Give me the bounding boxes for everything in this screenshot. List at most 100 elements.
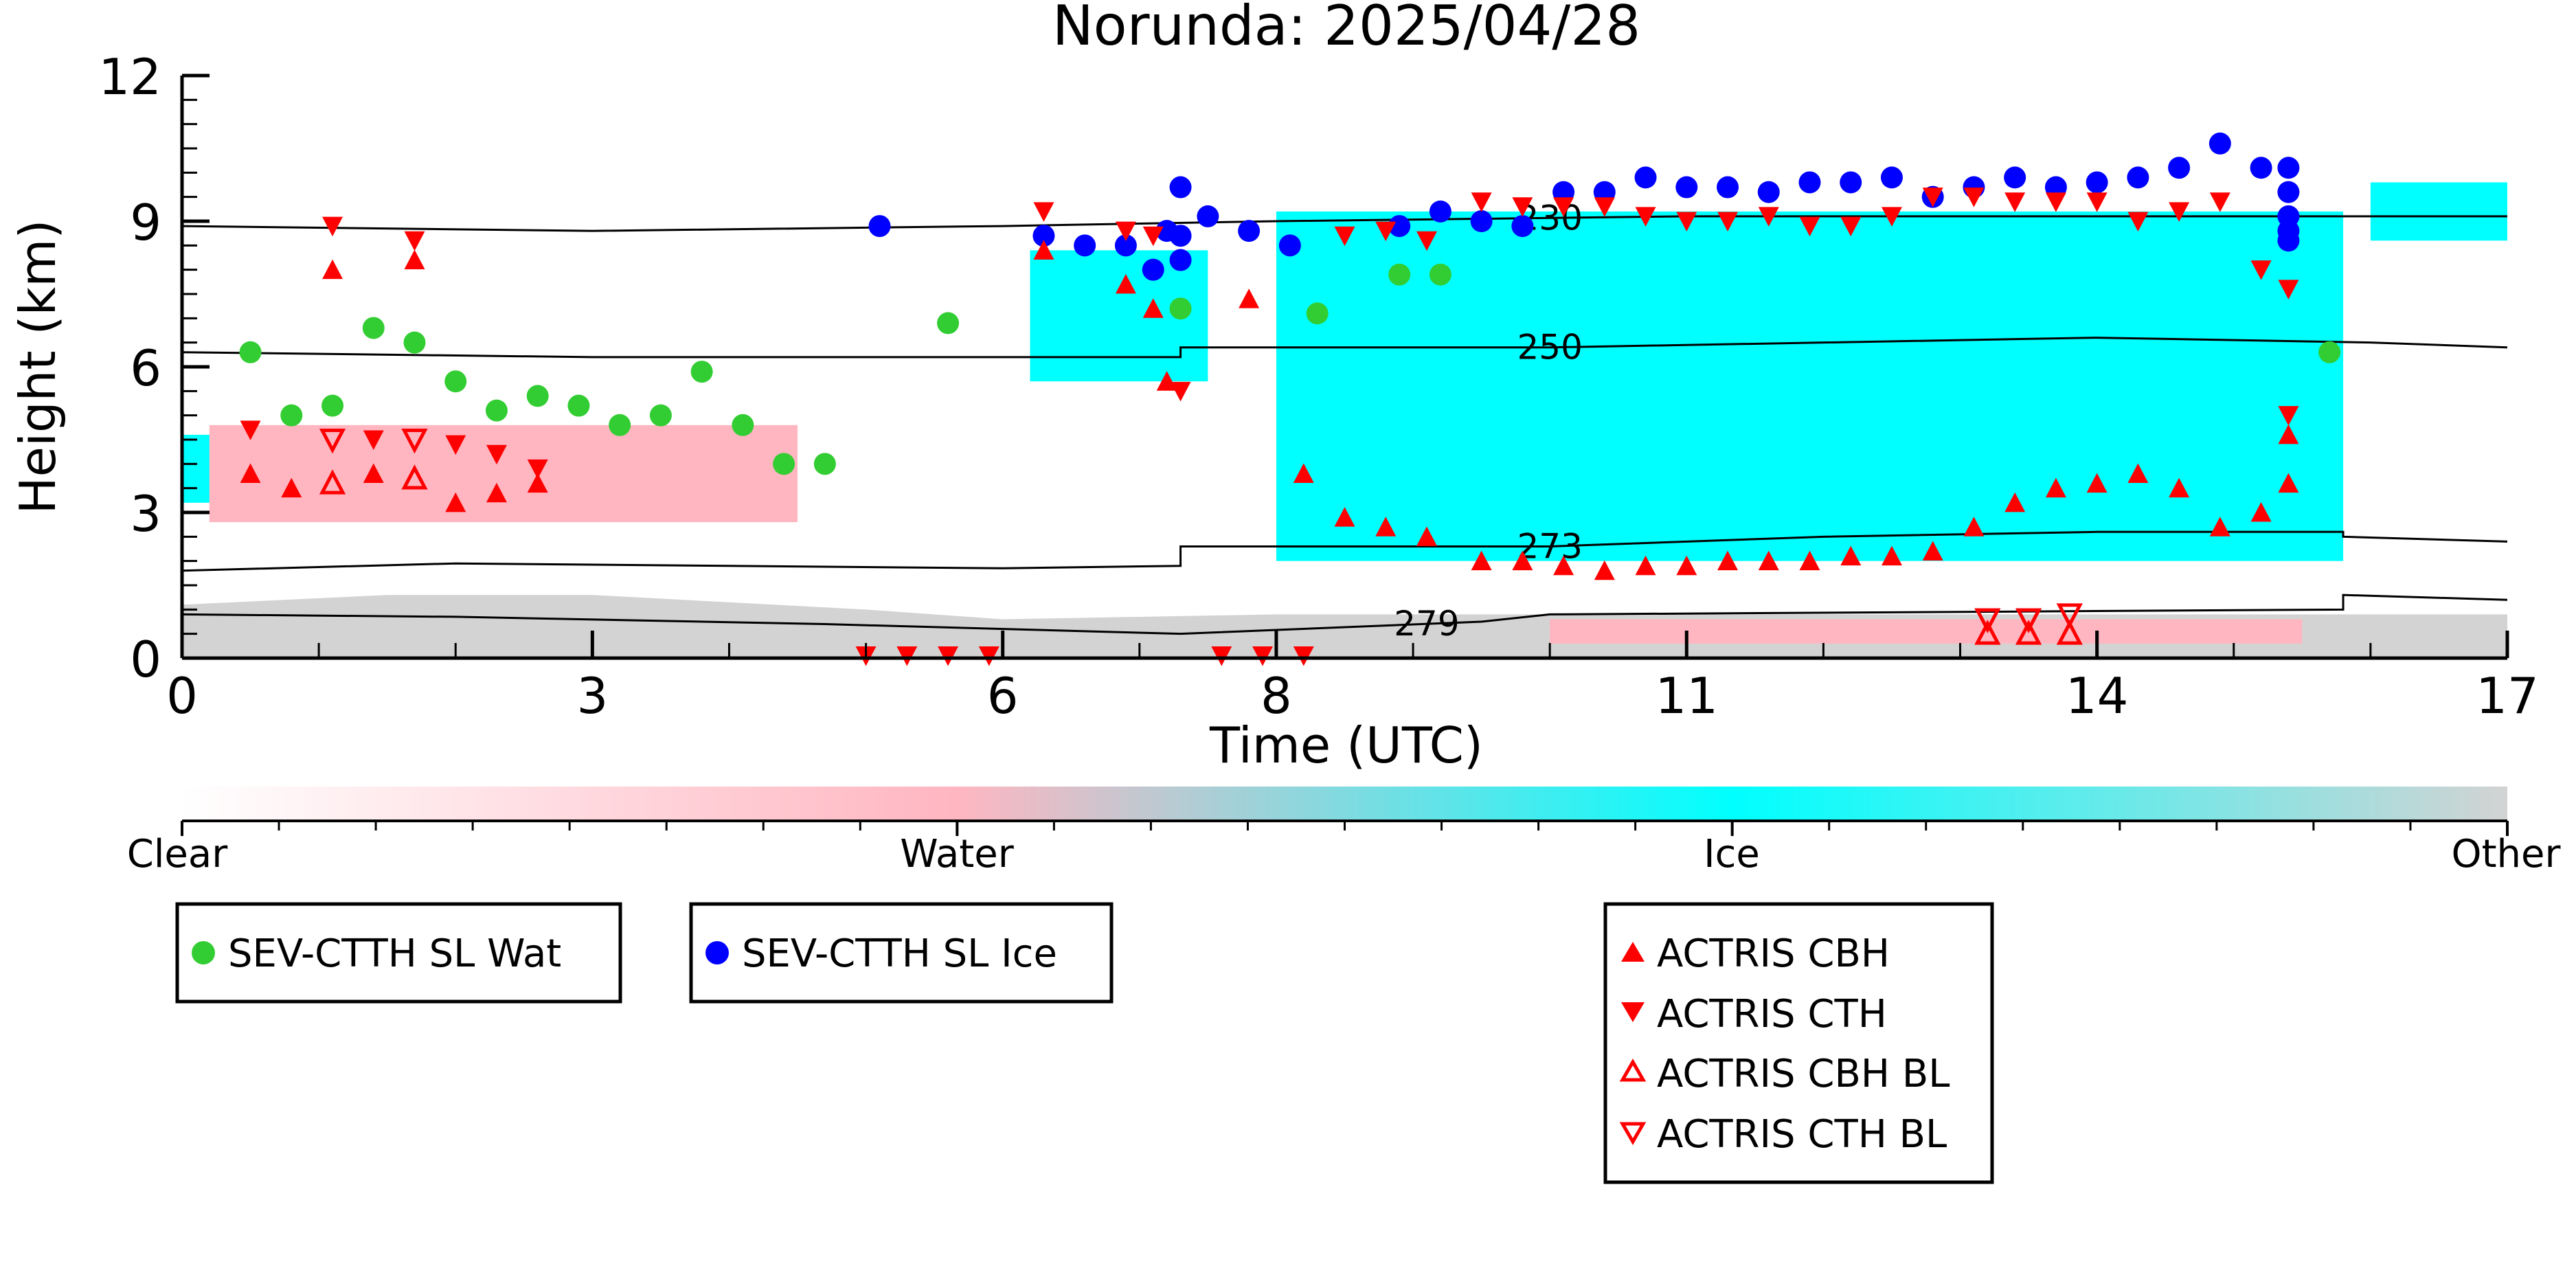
classification-background <box>182 182 2507 658</box>
x-tick-label: 3 <box>576 667 608 725</box>
point-sev-ctth-sl-wat <box>567 394 590 417</box>
point-actris-cbh <box>1553 555 1574 576</box>
point-actris-cbh <box>240 463 261 483</box>
point-actris-cth <box>1170 381 1191 402</box>
point-actris-cth <box>2278 406 2299 426</box>
point-sev-ctth-sl-ice <box>1197 205 1219 227</box>
point-actris-cbh <box>1334 507 1355 527</box>
isotherm-label-250: 250 <box>1517 328 1582 368</box>
point-sev-ctth-sl-ice <box>1511 215 1534 238</box>
isotherm-label-273: 273 <box>1517 526 1582 566</box>
legend-label-cbh-bl: ACTRIS CBH BL <box>1657 1052 1950 1096</box>
point-actris-cbh <box>486 482 507 503</box>
colorbar-label-clear: Clear <box>127 832 228 877</box>
point-actris-cbh-bl <box>2015 620 2042 645</box>
point-sev-ctth-sl-wat <box>609 414 631 436</box>
point-actris-cbh <box>2004 492 2026 512</box>
axis-ticks: 0 3 6 9 12 0 3 6 8 11 14 17 <box>98 48 2538 725</box>
point-sev-ctth-sl-ice <box>1032 225 1055 247</box>
point-sev-ctth-sl-ice <box>1169 249 1192 271</box>
point-actris-cbh <box>1239 289 1260 308</box>
point-actris-cth <box>1416 231 1437 251</box>
point-sev-ctth-sl-wat <box>813 453 836 475</box>
point-sev-ctth-sl-ice <box>2086 171 2108 194</box>
point-actris-cbh <box>1922 541 1943 561</box>
point-actris-cbh <box>1799 550 1820 571</box>
point-actris-cbh <box>1471 550 1492 571</box>
point-sev-ctth-sl-ice <box>1114 234 1137 257</box>
point-actris-cbh <box>1156 371 1177 391</box>
point-actris-cbh <box>2045 477 2066 498</box>
point-sev-ctth-sl-ice <box>2250 157 2272 179</box>
point-actris-cth <box>486 444 507 465</box>
chart-title: Norunda: 2025/04/28 <box>1052 0 1640 58</box>
point-actris-cth <box>1881 207 1902 227</box>
point-actris-cth <box>1252 646 1274 666</box>
point-actris-cbh <box>1115 273 1136 294</box>
isotherm-273 <box>182 530 2507 572</box>
isotherm-lines <box>182 215 2507 635</box>
y-tick-label: 12 <box>98 48 161 106</box>
point-actris-cth <box>1471 192 1492 212</box>
point-actris-cbh <box>2278 424 2299 444</box>
point-actris-cth <box>1799 216 1820 237</box>
point-actris-cbh <box>2250 502 2272 522</box>
point-actris-cth <box>978 646 999 666</box>
point-actris-cbh <box>1033 240 1054 260</box>
point-actris-cth <box>2004 192 2026 212</box>
point-sev-ctth-sl-wat <box>362 317 385 339</box>
x-tick-label: 17 <box>2476 667 2539 725</box>
point-actris-cth-bl <box>319 429 346 454</box>
point-actris-cth <box>1635 207 1656 227</box>
point-sev-ctth-sl-wat <box>444 370 467 393</box>
point-actris-cbh <box>2169 477 2190 498</box>
point-sev-ctth-sl-wat <box>526 385 549 407</box>
point-actris-cth <box>363 430 384 450</box>
point-sev-ctth-sl-ice <box>2277 157 2300 179</box>
x-tick-label: 8 <box>1261 667 1292 725</box>
legend-label-sev-wat: SEV-CTTH SL Wat <box>228 931 561 976</box>
point-actris-cth <box>240 420 261 440</box>
point-actris-cbh <box>281 477 302 498</box>
point-sev-ctth-sl-ice <box>1429 200 1451 223</box>
point-actris-cth <box>404 231 425 251</box>
bg-region-water <box>209 425 798 523</box>
point-actris-cth <box>938 646 959 666</box>
point-actris-cbh <box>445 492 466 512</box>
point-sev-ctth-sl-ice <box>1675 176 1698 199</box>
point-actris-cbh-bl <box>2056 620 2083 645</box>
point-sev-ctth-sl-ice <box>2004 166 2026 189</box>
legend-marker-cbh <box>1621 942 1645 962</box>
colorbar-gradient <box>182 787 2507 821</box>
point-actris-cth <box>2127 212 2149 231</box>
x-axis-label: Time (UTC) <box>1209 716 1483 774</box>
point-sev-ctth-sl-wat <box>649 404 672 427</box>
legend-marker-sev-wat <box>192 941 215 964</box>
point-actris-cbh <box>1963 517 1985 536</box>
colorbar-label-ice: Ice <box>1704 832 1760 877</box>
point-sev-ctth-sl-ice <box>2277 181 2300 203</box>
point-actris-cth <box>1375 221 1397 242</box>
legend-sev-wat: SEV-CTTH SL Wat <box>175 902 622 1004</box>
point-sev-ctth-sl-ice <box>2277 229 2300 252</box>
point-actris-cth <box>1963 188 1985 207</box>
point-sev-ctth-sl-ice <box>1074 234 1096 257</box>
point-sev-ctth-sl-ice <box>2168 157 2191 179</box>
legend-box <box>1603 902 1994 1184</box>
point-actris-cbh <box>1676 555 1697 576</box>
point-actris-cbh <box>1635 555 1656 576</box>
point-sev-ctth-sl-wat <box>732 414 754 436</box>
point-actris-cbh <box>1416 526 1437 546</box>
colorbar-ticks <box>181 821 2509 836</box>
point-actris-cth <box>1594 197 1615 217</box>
point-actris-cth <box>1293 646 1314 666</box>
point-sev-ctth-sl-ice <box>1238 220 1261 242</box>
point-sev-ctth-sl-ice <box>1169 225 1192 247</box>
point-actris-cbh <box>363 463 384 483</box>
point-actris-cbh <box>1293 463 1314 483</box>
point-sev-ctth-sl-ice <box>1798 171 1821 194</box>
point-actris-cbh <box>1758 550 1779 571</box>
point-actris-cbh <box>527 473 548 493</box>
point-sev-ctth-sl-wat <box>690 361 713 383</box>
